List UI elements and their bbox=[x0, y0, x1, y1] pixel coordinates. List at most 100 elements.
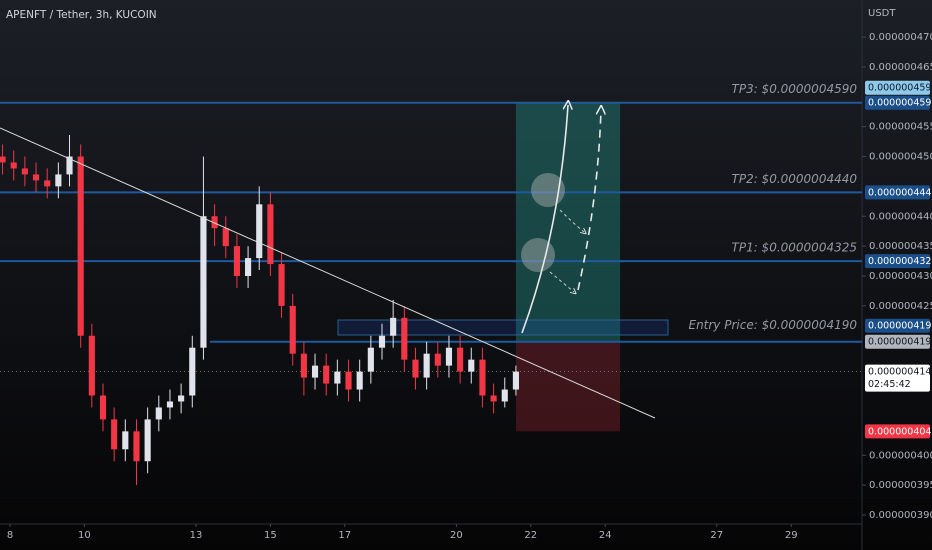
x-tick-label: 8 bbox=[7, 530, 13, 541]
entry-tag-bg bbox=[865, 334, 930, 349]
stop-tag: 0.0000004040 bbox=[868, 426, 932, 437]
axes: 0.0000004700 0.0000004650 0.0000004550 0.00… bbox=[7, 32, 932, 541]
candle-body bbox=[378, 335, 386, 348]
y-tick-label: 0.0000004650 bbox=[869, 62, 932, 73]
candle-body bbox=[345, 371, 352, 390]
y-tick-label: 0.0000003950 bbox=[869, 480, 932, 491]
candle-body bbox=[55, 174, 62, 187]
candle-body bbox=[155, 407, 162, 420]
candle-body bbox=[211, 216, 218, 229]
target-label: TP2: $0.0000004440 bbox=[732, 172, 858, 186]
y-tick-label: 0.0000004550 bbox=[869, 122, 932, 133]
candle-body bbox=[468, 359, 475, 372]
target-tag: 0.0000004440 bbox=[868, 187, 932, 198]
circle-marker bbox=[521, 238, 555, 272]
candle-body bbox=[21, 168, 28, 175]
target-label: TP1: $0.0000004325 bbox=[732, 241, 858, 255]
candle-body bbox=[77, 156, 84, 336]
candle-body bbox=[144, 419, 151, 462]
entry-tag: 0.0000004190 bbox=[868, 321, 932, 332]
candle-body bbox=[0, 156, 6, 163]
arrow-dashed bbox=[577, 110, 601, 291]
entry-label: Entry Price: $0.0000004190 bbox=[688, 318, 857, 332]
target-tag-bg bbox=[865, 80, 930, 95]
target-tag-bg bbox=[865, 185, 930, 200]
stop-tag-bg bbox=[865, 424, 930, 439]
candle-body bbox=[423, 353, 430, 378]
y-tick-label: 0.0000004300 bbox=[869, 271, 932, 282]
arrow-solid bbox=[521, 105, 568, 334]
countdown: 02:45:42 bbox=[868, 379, 911, 390]
x-tick-label: 13 bbox=[190, 530, 203, 541]
candle-body bbox=[166, 401, 174, 408]
target-tag: 0.0000004590 bbox=[868, 98, 932, 109]
candle-body bbox=[434, 353, 441, 366]
levels: TP3: $0.0000004590 TP2: $0.0000004440 TP1:… bbox=[0, 82, 862, 372]
candle-body bbox=[88, 335, 95, 396]
candle-body bbox=[311, 365, 319, 378]
candle-body bbox=[233, 246, 240, 276]
range-box bbox=[337, 319, 669, 336]
candle-body bbox=[66, 156, 73, 175]
candle-body bbox=[32, 174, 40, 181]
candle-body bbox=[111, 419, 118, 450]
y-tick-label: 0.0000004500 bbox=[869, 152, 932, 163]
candle-body bbox=[245, 258, 252, 276]
candle-body bbox=[300, 353, 307, 378]
candle-body bbox=[356, 371, 363, 390]
candle-body bbox=[323, 365, 330, 384]
y-tick-label: 0.0000004400 bbox=[869, 211, 932, 222]
candle-body bbox=[512, 371, 519, 390]
candle-body bbox=[412, 359, 419, 378]
candle-body bbox=[457, 347, 464, 372]
x-tick-label: 15 bbox=[264, 530, 277, 541]
y-tick-label: 0.0000003900 bbox=[869, 510, 932, 521]
axis-unit: USDT bbox=[868, 8, 896, 19]
target-tag-bg bbox=[865, 254, 930, 269]
entry-tag-bg bbox=[865, 318, 930, 333]
loss-zone bbox=[515, 341, 621, 432]
y-tick-label: 0.0000004700 bbox=[869, 32, 932, 43]
target-label: TP3: $0.0000004590 bbox=[732, 82, 858, 96]
candle-body bbox=[189, 347, 196, 396]
candle-body bbox=[490, 395, 497, 402]
candle-body bbox=[479, 359, 486, 396]
candle-body bbox=[200, 216, 207, 348]
x-tick-label: 17 bbox=[338, 530, 351, 541]
x-tick-label: 24 bbox=[599, 530, 612, 541]
x-tick-label: 10 bbox=[78, 530, 91, 541]
candle-body bbox=[501, 389, 508, 402]
candle-body bbox=[133, 431, 140, 462]
target-tag: 0.0000004325 bbox=[868, 256, 932, 267]
y-tick-label: 0.0000004350 bbox=[869, 241, 932, 252]
trend-line bbox=[0, 127, 656, 419]
candles bbox=[0, 134, 519, 486]
candle-body bbox=[278, 264, 285, 306]
candle-body bbox=[10, 162, 17, 169]
candle-body bbox=[334, 371, 341, 384]
candle-body bbox=[267, 204, 274, 265]
x-tick-label: 20 bbox=[450, 530, 463, 541]
x-tick-label: 22 bbox=[524, 530, 537, 541]
y-tick-label: 0.0000004250 bbox=[869, 301, 932, 312]
current-tag: 0.0000004140 bbox=[868, 367, 932, 378]
arrow-dotted bbox=[549, 271, 574, 292]
x-tick-label: 29 bbox=[785, 530, 798, 541]
candle-body bbox=[390, 317, 397, 336]
entry-tag: 0.0000004190 bbox=[868, 337, 932, 348]
candle-body bbox=[222, 228, 229, 247]
candle-body bbox=[367, 347, 374, 372]
y-tick-label: 0.0000004000 bbox=[869, 450, 932, 461]
chart-title: APENFT / Tether, 3h, KUCOIN bbox=[6, 9, 157, 21]
candle-body bbox=[445, 347, 453, 366]
target-tag: 0.0000004590 bbox=[868, 83, 932, 94]
target-tag-bg bbox=[865, 95, 930, 110]
candle-body bbox=[44, 180, 51, 187]
current-tag-bg bbox=[865, 364, 930, 392]
candle-body bbox=[122, 431, 129, 450]
arrow-dotted bbox=[559, 209, 584, 232]
candle-body bbox=[178, 395, 185, 402]
